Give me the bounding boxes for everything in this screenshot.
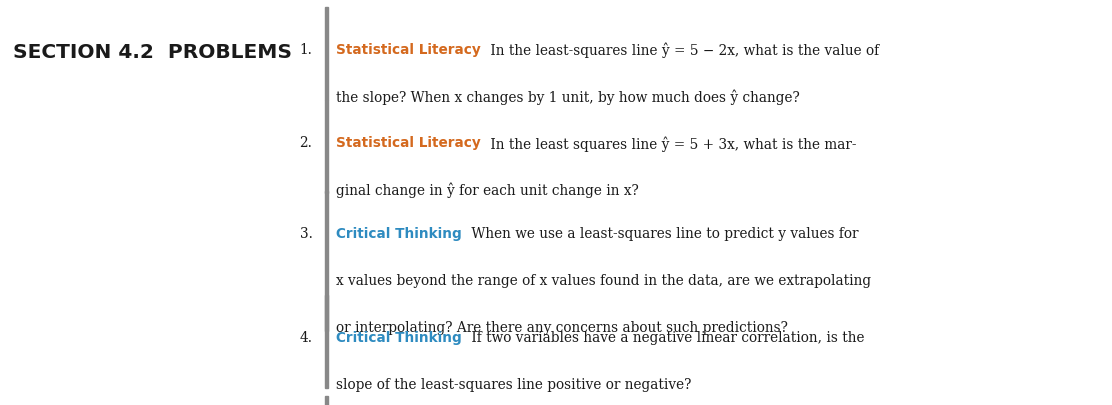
Text: In the least-squares line ŷ = 5 − 2x, what is the value of: In the least-squares line ŷ = 5 − 2x, wh… bbox=[486, 43, 880, 58]
Text: or interpolating? Are there any concerns about such predictions?: or interpolating? Are there any concerns… bbox=[336, 320, 787, 334]
Text: ginal change in ŷ for each unit change in x?: ginal change in ŷ for each unit change i… bbox=[336, 182, 638, 198]
Text: 2.: 2. bbox=[299, 136, 312, 149]
Text: 4.: 4. bbox=[299, 330, 312, 344]
Bar bbox=[325, 8, 328, 101]
Text: SECTION 4.2  PROBLEMS: SECTION 4.2 PROBLEMS bbox=[13, 43, 292, 62]
Text: slope of the least-squares line positive or negative?: slope of the least-squares line positive… bbox=[336, 377, 692, 390]
Text: Critical Thinking: Critical Thinking bbox=[336, 227, 461, 241]
Bar bbox=[325, 192, 328, 332]
Text: When we use a least-squares line to predict y values for: When we use a least-squares line to pred… bbox=[467, 227, 858, 241]
Text: Critical Thinking: Critical Thinking bbox=[336, 330, 461, 344]
Text: If two variables have a negative linear correlation, is the: If two variables have a negative linear … bbox=[467, 330, 865, 344]
Text: x values beyond the range of x values found in the data, are we extrapolating: x values beyond the range of x values fo… bbox=[336, 273, 871, 287]
Text: In the least squares line ŷ = 5 + 3x, what is the mar-: In the least squares line ŷ = 5 + 3x, wh… bbox=[486, 136, 856, 151]
Bar bbox=[325, 295, 328, 388]
Text: 1.: 1. bbox=[299, 43, 312, 56]
Bar bbox=[325, 101, 328, 194]
Text: the slope? When x changes by 1 unit, by how much does ŷ change?: the slope? When x changes by 1 unit, by … bbox=[336, 89, 800, 104]
Text: Statistical Literacy: Statistical Literacy bbox=[336, 136, 480, 149]
Text: Statistical Literacy: Statistical Literacy bbox=[336, 43, 480, 56]
Text: 3.: 3. bbox=[299, 227, 312, 241]
Bar bbox=[325, 396, 328, 405]
